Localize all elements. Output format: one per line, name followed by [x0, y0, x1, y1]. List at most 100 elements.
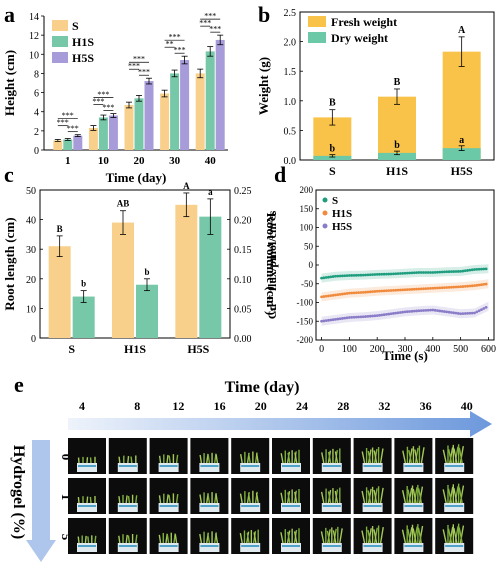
a-ytick-label: 10 — [29, 50, 39, 61]
d-point — [398, 272, 402, 275]
a-bar-H5S — [73, 135, 83, 150]
d-point — [417, 309, 421, 313]
a-errorbar — [171, 69, 178, 78]
d-point — [445, 270, 449, 274]
c-bar-root-volume — [72, 296, 95, 338]
d-point — [320, 319, 323, 323]
b-errorbar-dry — [394, 150, 400, 156]
d-point — [466, 269, 469, 272]
d-point — [389, 289, 393, 292]
d-point — [336, 317, 340, 321]
d-point — [438, 309, 442, 313]
c-letter: AB — [117, 199, 130, 209]
d-legend-marker — [322, 223, 328, 229]
e-photo — [272, 478, 310, 514]
d-point — [364, 315, 367, 318]
c-ytick-label: 40 — [26, 216, 36, 227]
e-photo — [312, 518, 351, 554]
b-ytick-label: 0.0 — [284, 156, 297, 167]
a-sig-bracket: *** — [57, 111, 78, 120]
a-sig-label: *** — [92, 97, 104, 106]
d-point — [463, 284, 467, 288]
e-photo — [149, 438, 188, 474]
d-point — [438, 270, 442, 274]
legend-a: S H1S H5S — [52, 19, 94, 65]
d-point — [452, 285, 456, 289]
b-ytick-label: 0.5 — [284, 126, 297, 137]
d-point — [334, 274, 337, 278]
a-sig-bracket: *** — [164, 33, 185, 42]
a-ytick-label: 8 — [34, 69, 39, 80]
a-sig-bracket: *** — [174, 46, 186, 55]
c-bar-root-length — [48, 246, 71, 338]
d-legend-marker — [322, 210, 328, 216]
d-legend-label: H1S — [332, 208, 352, 220]
d-point — [368, 314, 372, 318]
d-point — [452, 270, 456, 273]
d-point — [359, 291, 363, 294]
d-point — [429, 308, 432, 312]
d-point — [475, 310, 479, 314]
a-errorbar — [54, 139, 61, 142]
axis-d-xlabel: Time (s) — [382, 348, 428, 363]
a-legend-swatch — [52, 20, 68, 31]
d-point — [373, 290, 377, 293]
d-point — [440, 286, 444, 290]
d-point — [394, 288, 398, 292]
panel-e-ylabel: Hydrogel (%) — [10, 445, 27, 539]
c-xtick-label: H5S — [187, 342, 209, 356]
c-rytick-label: 0.10 — [234, 275, 252, 286]
e-day-label: 36 — [420, 399, 432, 413]
d-point — [347, 291, 351, 295]
d-point — [371, 273, 374, 277]
legend-b: Fresh weight Dry weight — [308, 15, 397, 45]
d-point — [354, 315, 358, 319]
d-point — [403, 310, 407, 314]
d-point — [371, 290, 374, 294]
a-legend-swatch — [52, 36, 68, 47]
a-sig-label: *** — [209, 25, 221, 34]
d-point — [320, 276, 323, 280]
d-point — [456, 270, 460, 273]
d-point — [436, 309, 439, 313]
d-point — [345, 316, 349, 320]
d-point — [480, 308, 483, 312]
d-point — [331, 318, 335, 322]
d-point — [387, 289, 391, 293]
a-bar-S — [160, 93, 170, 150]
panel-label-d: d — [274, 162, 286, 187]
a-sig-bracket: *** — [200, 12, 221, 21]
d-point — [380, 313, 384, 317]
d-point — [477, 267, 481, 271]
d-point — [454, 285, 458, 289]
d-point — [373, 273, 377, 276]
d-point — [341, 317, 344, 320]
b-xtick-label: H1S — [386, 164, 408, 178]
d-point — [380, 289, 384, 293]
d-point — [357, 315, 361, 319]
d-point — [419, 309, 423, 313]
a-ytick-label: 4 — [34, 108, 39, 119]
d-point — [327, 318, 330, 322]
b-xtick-label: H5S — [451, 164, 473, 178]
a-legend-swatch — [52, 52, 68, 63]
e-photo — [394, 518, 433, 554]
c-letter: b — [144, 267, 149, 277]
d-point — [394, 272, 398, 276]
d-point — [417, 287, 421, 291]
d-point — [324, 294, 328, 298]
a-ytick-label: 2 — [34, 127, 39, 138]
e-day-label: 32 — [378, 399, 390, 413]
d-point — [454, 311, 458, 315]
d-point — [392, 272, 395, 276]
d-point — [422, 287, 425, 291]
e-photo — [149, 518, 188, 554]
a-bar-H5S — [144, 81, 154, 150]
d-point — [449, 311, 453, 314]
d-point — [426, 271, 430, 274]
d-point — [431, 308, 435, 312]
axis-b-ylabel: Weight (g) — [256, 57, 271, 115]
d-point — [480, 283, 483, 287]
d-point — [447, 270, 451, 274]
